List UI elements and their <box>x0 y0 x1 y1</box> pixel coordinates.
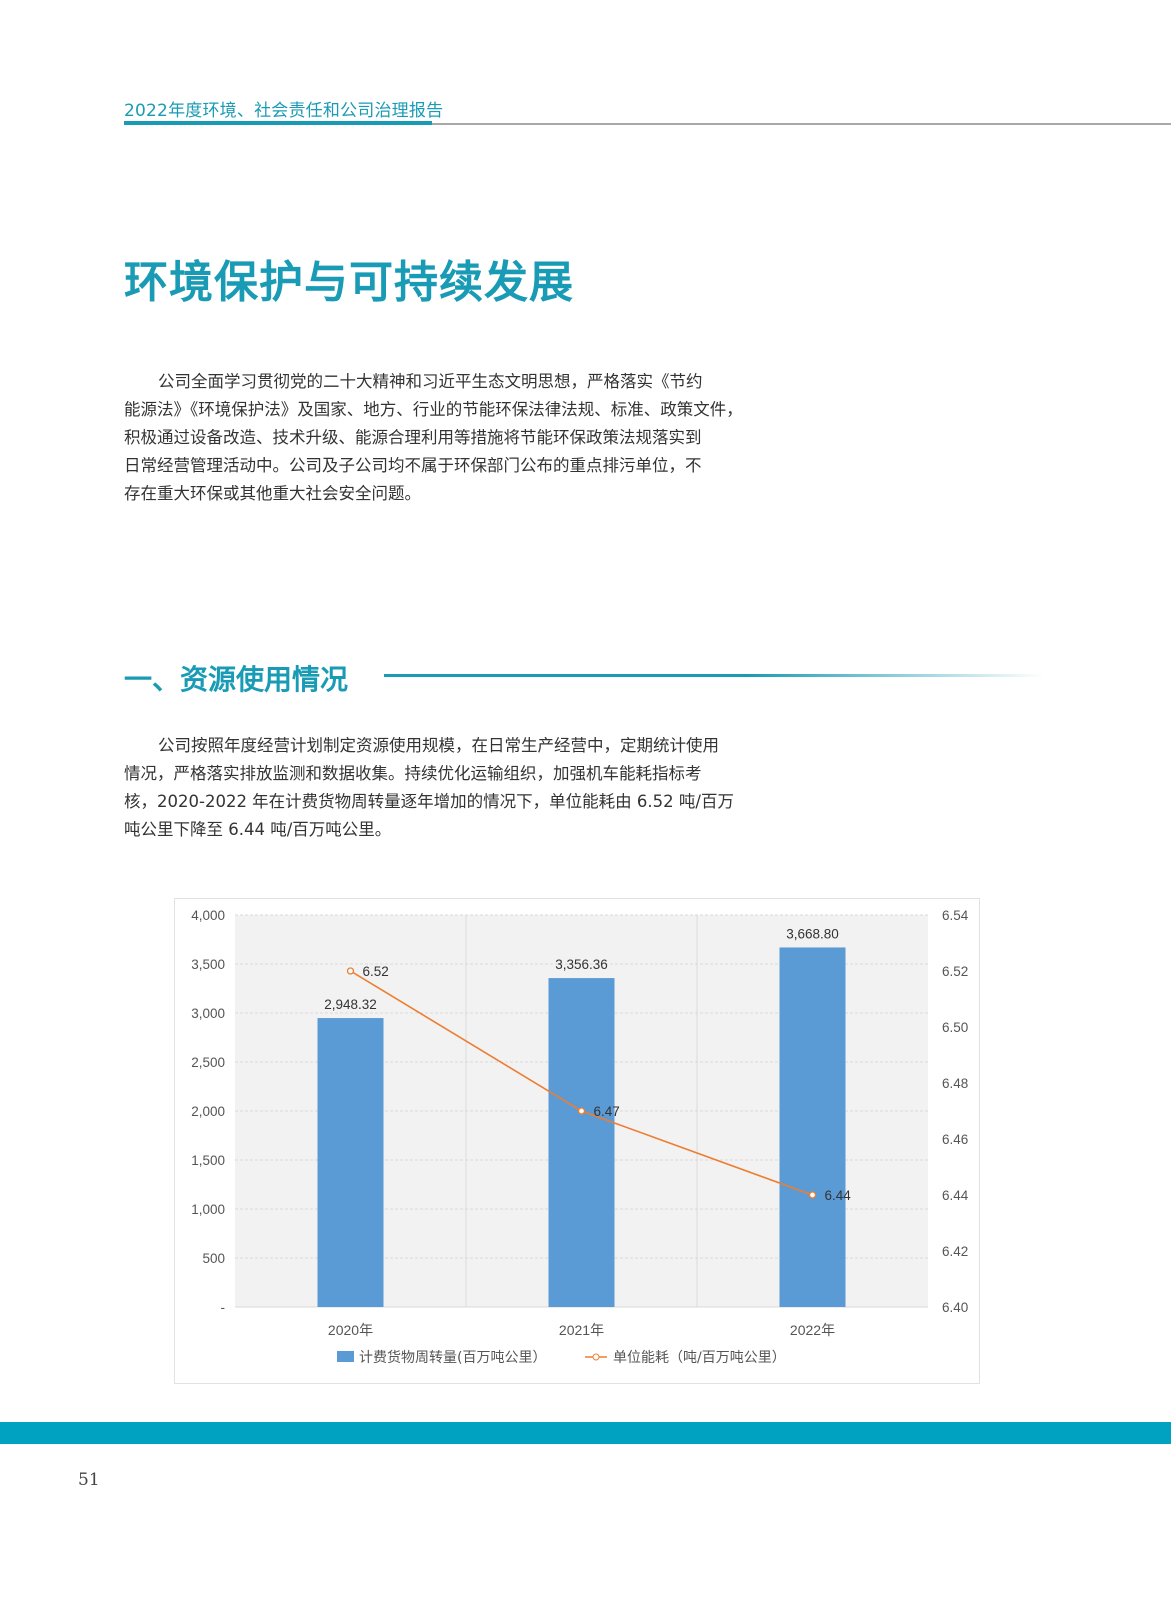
line-point <box>808 1191 817 1199</box>
text-line: 吨公里下降至 6.44 吨/百万吨公里。 <box>124 820 392 839</box>
left-axis-tick-label: 1,500 <box>191 1153 225 1168</box>
text-line: 情况，严格落实排放监测和数据收集。持续优化运输组织，加强机车能耗指标考 <box>124 764 702 783</box>
bar-data-label: 3,668.80 <box>786 926 839 941</box>
line-point <box>346 967 355 975</box>
right-axis-tick-label: 6.52 <box>942 964 968 979</box>
legend-line-marker <box>592 1353 600 1361</box>
right-axis-tick-label: 6.40 <box>942 1300 968 1315</box>
line-point <box>577 1107 586 1115</box>
text-line: 日常经营管理活动中。公司及子公司均不属于环保部门公布的重点排污单位，不 <box>124 456 702 475</box>
page-title: 环境保护与可持续发展 <box>124 257 574 308</box>
bar-data-label: 2,948.32 <box>324 997 377 1012</box>
bar <box>779 947 846 1307</box>
left-axis-tick-label: 500 <box>202 1251 225 1266</box>
text-line: 公司按照年度经营计划制定资源使用规模，在日常生产经营中，定期统计使用 <box>158 736 719 755</box>
right-axis-tick-label: 6.54 <box>942 908 969 923</box>
section-paragraph: 公司按照年度经营计划制定资源使用规模，在日常生产经营中，定期统计使用 情况，严格… <box>124 732 794 844</box>
left-axis-tick-label: 2,000 <box>191 1104 225 1119</box>
right-axis-tick-label: 6.48 <box>942 1076 968 1091</box>
left-axis-tick-label: 3,000 <box>191 1006 225 1021</box>
line-data-label: 6.44 <box>825 1188 852 1203</box>
right-axis-tick-label: 6.42 <box>942 1244 968 1259</box>
legend-line-label: 单位能耗（吨/百万吨公里） <box>613 1350 786 1366</box>
section-divider <box>384 674 1044 677</box>
bar <box>548 978 615 1307</box>
line-data-label: 6.52 <box>363 964 389 979</box>
line-data-label: 6.47 <box>594 1104 620 1119</box>
text-line: 核，2020-2022 年在计费货物周转量逐年增加的情况下，单位能耗由 6.52… <box>124 792 734 811</box>
right-axis-tick-label: 6.44 <box>942 1188 969 1203</box>
text-line: 公司全面学习贯彻党的二十大精神和习近平生态文明思想，严格落实《节约 <box>158 372 703 391</box>
x-axis-tick-label: 2021年 <box>559 1322 604 1338</box>
bar-data-label: 3,356.36 <box>555 957 608 972</box>
left-axis-tick-label: 4,000 <box>191 908 225 923</box>
header-accent-bar <box>124 121 432 125</box>
right-axis-tick-label: 6.50 <box>942 1020 968 1035</box>
text-line: 存在重大环保或其他重大社会安全问题。 <box>124 484 421 503</box>
left-axis-tick-label: - <box>221 1300 226 1315</box>
legend-bar-label: 计费货物周转量(百万吨公里） <box>359 1349 546 1366</box>
x-axis-tick-label: 2022年 <box>790 1322 835 1338</box>
legend-bar-swatch <box>337 1351 354 1362</box>
footer-band <box>0 1422 1171 1444</box>
left-axis-tick-label: 1,000 <box>191 1202 225 1217</box>
header-divider <box>432 123 1171 125</box>
left-axis-tick-label: 2,500 <box>191 1055 225 1070</box>
text-line: 能源法》《环境保护法》及国家、地方、行业的节能环保法律法规、标准、政策文件， <box>124 400 743 419</box>
resource-usage-chart: - 500 1,000 1,500 2,000 2,500 3,000 3,500 4,000 6… <box>174 898 980 1384</box>
right-axis-tick-label: 6.46 <box>942 1132 968 1147</box>
intro-paragraph: 公司全面学习贯彻党的二十大精神和习近平生态文明思想，严格落实《节约 能源法》《环… <box>124 368 794 508</box>
bar <box>317 1018 384 1307</box>
text-line: 积极通过设备改造、技术升级、能源合理利用等措施将节能环保政策法规落实到 <box>124 428 702 447</box>
page-number: 51 <box>78 1470 100 1490</box>
left-axis-tick-label: 3,500 <box>191 957 225 972</box>
chart-svg: - 500 1,000 1,500 2,000 2,500 3,000 3,500 4,000 6… <box>191 908 969 1366</box>
x-axis-tick-label: 2020年 <box>328 1322 373 1338</box>
report-header-title: 2022年度环境、社会责任和公司治理报告 <box>124 101 444 121</box>
section-title: 一、资源使用情况 <box>124 663 349 696</box>
